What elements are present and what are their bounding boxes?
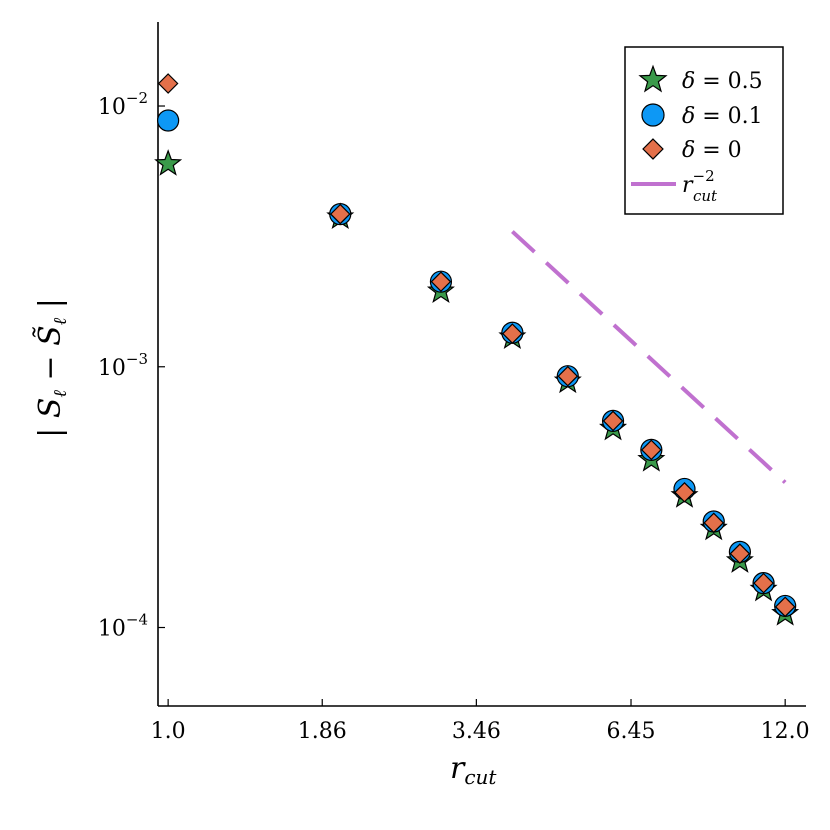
legend-label: δ = 0.1	[682, 104, 763, 129]
legend-entry: δ = 0	[642, 138, 742, 163]
series-3	[511, 230, 787, 484]
x-tick-label: 1.86	[298, 719, 347, 744]
legend: δ = 0.5 δ = 0.1 δ = 0 r−2 cut	[624, 46, 784, 215]
diamond-point	[502, 323, 523, 344]
diamond-point	[602, 410, 624, 432]
legend-circle-swatch	[641, 103, 665, 127]
y-axis-title: | Sℓ − S̃ℓ |	[33, 298, 74, 438]
star-point	[154, 149, 183, 176]
y-tick-label: 10−2	[98, 89, 148, 120]
legend-label: δ = 0	[682, 138, 742, 163]
series-0	[154, 149, 800, 626]
legend-entry: δ = 0.1	[641, 103, 763, 129]
diamond-point	[640, 439, 662, 461]
x-tick-label: 6.45	[607, 719, 656, 744]
legend-entries: δ = 0.5 δ = 0.1 δ = 0 r−2 cut	[631, 64, 763, 205]
legend-entry: r−2 cut	[631, 167, 718, 205]
legend-entry: δ = 0.5	[638, 64, 763, 94]
legend-label: r−2 cut	[682, 167, 718, 205]
x-axis-title: rcut	[450, 751, 497, 789]
diamond-point	[729, 543, 751, 564]
x-tick-label: 1.0	[151, 719, 186, 744]
legend-diamond-swatch	[642, 138, 664, 160]
ticks: 1.0 1.86 3.46 6.45 12.0 10−4 10−3 10−2	[98, 89, 810, 744]
diamond-point	[430, 271, 452, 293]
x-tick-label: 3.46	[452, 719, 501, 744]
axes	[157, 22, 806, 707]
x-tick-label: 12.0	[761, 719, 810, 744]
y-tick-label: 10−3	[98, 350, 148, 381]
series-layer	[154, 73, 800, 626]
diamond-point	[674, 481, 695, 503]
diamond-point	[703, 512, 725, 534]
diamond-point	[753, 572, 774, 594]
y-tick-label: 10−4	[98, 611, 148, 642]
diamond-point	[557, 365, 579, 387]
reference-line	[511, 230, 787, 484]
diamond-point	[329, 203, 351, 225]
diamond-point	[774, 596, 796, 618]
legend-label: δ = 0.5	[682, 69, 763, 94]
legend-star-swatch	[638, 64, 668, 93]
series-2	[157, 73, 796, 618]
circle-point	[157, 109, 180, 132]
diamond-point	[157, 73, 179, 94]
